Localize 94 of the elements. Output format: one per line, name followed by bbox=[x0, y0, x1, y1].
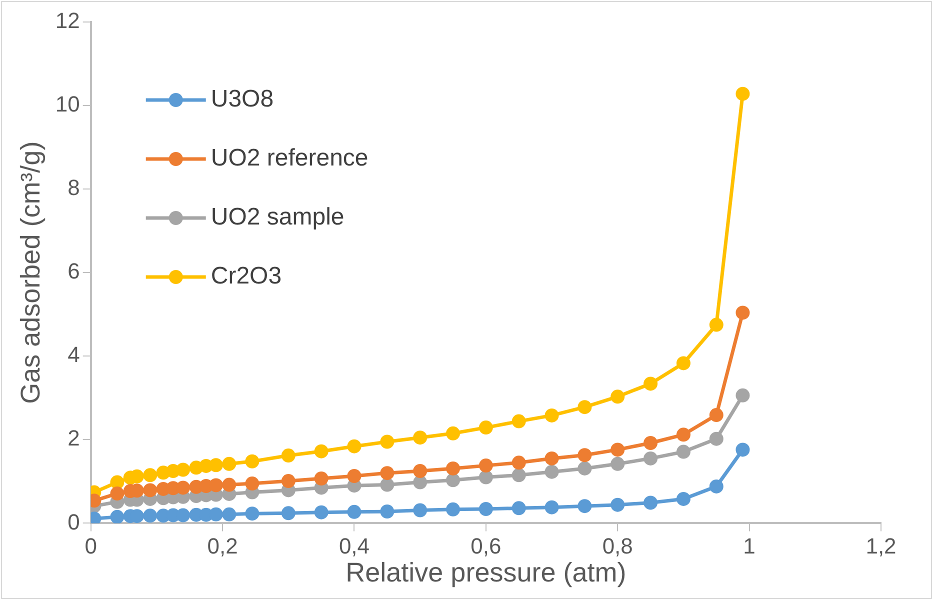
y-axis-title: Gas adsorbed (cm³/g) bbox=[16, 141, 46, 404]
point bbox=[676, 356, 690, 370]
point bbox=[610, 390, 625, 404]
point bbox=[578, 448, 592, 462]
y-tick-label: 8 bbox=[68, 175, 80, 200]
point bbox=[736, 388, 750, 402]
point bbox=[644, 436, 658, 450]
point bbox=[176, 508, 190, 522]
point bbox=[676, 428, 690, 442]
x-tick-label: 1 bbox=[743, 533, 756, 558]
point bbox=[644, 376, 658, 391]
x-tick-label: 0,4 bbox=[338, 533, 370, 558]
x-tick-label: 0,6 bbox=[470, 533, 502, 558]
point bbox=[478, 420, 493, 435]
point bbox=[544, 451, 559, 466]
x-tick-label: 0,2 bbox=[207, 533, 238, 558]
point bbox=[644, 451, 658, 466]
point bbox=[413, 464, 428, 478]
point bbox=[222, 456, 236, 471]
point bbox=[208, 507, 223, 522]
point bbox=[380, 478, 394, 492]
point bbox=[709, 318, 724, 332]
point bbox=[413, 475, 428, 490]
point bbox=[709, 408, 724, 422]
point bbox=[208, 478, 223, 492]
point bbox=[644, 496, 658, 510]
y-tick-label: 6 bbox=[68, 258, 80, 284]
point bbox=[281, 448, 296, 463]
y-tick-label: 2 bbox=[68, 426, 80, 451]
point bbox=[245, 476, 260, 491]
point bbox=[478, 458, 493, 473]
point bbox=[413, 430, 428, 445]
point bbox=[380, 504, 394, 519]
point bbox=[578, 461, 592, 476]
point bbox=[446, 502, 460, 516]
x-axis-title: Relative pressure (atm) bbox=[346, 557, 626, 588]
legend-label: UO2 sample bbox=[210, 204, 344, 231]
point bbox=[512, 501, 526, 516]
point bbox=[347, 439, 362, 454]
y-tick-label: 12 bbox=[55, 8, 80, 34]
point bbox=[314, 472, 328, 486]
point bbox=[314, 444, 328, 458]
point bbox=[478, 502, 493, 516]
point bbox=[676, 492, 690, 506]
point bbox=[446, 461, 460, 476]
point bbox=[176, 462, 190, 477]
point bbox=[143, 468, 158, 482]
point bbox=[347, 504, 362, 519]
point bbox=[245, 506, 260, 521]
point bbox=[578, 400, 592, 414]
point bbox=[380, 466, 394, 480]
point bbox=[512, 456, 526, 470]
point bbox=[446, 426, 460, 440]
point bbox=[347, 469, 362, 484]
x-tick-label: 0 bbox=[84, 533, 97, 558]
point bbox=[281, 506, 296, 520]
legend-label: Cr2O3 bbox=[210, 262, 282, 290]
point bbox=[245, 454, 260, 468]
point bbox=[222, 507, 236, 522]
point bbox=[380, 434, 394, 449]
point bbox=[446, 473, 460, 488]
legend-label: U3O8 bbox=[210, 86, 274, 113]
point bbox=[736, 442, 750, 457]
point bbox=[110, 486, 124, 501]
point bbox=[413, 503, 428, 518]
point bbox=[736, 86, 750, 101]
point bbox=[143, 483, 158, 498]
y-tick-label: 10 bbox=[55, 92, 80, 117]
point bbox=[512, 468, 526, 482]
point bbox=[676, 444, 690, 459]
point bbox=[709, 432, 724, 446]
point bbox=[544, 408, 559, 422]
x-tick-label: 1,2 bbox=[866, 533, 896, 558]
point bbox=[478, 470, 493, 484]
point bbox=[544, 464, 559, 479]
point bbox=[709, 479, 724, 494]
point bbox=[610, 442, 625, 457]
point bbox=[222, 478, 236, 492]
point bbox=[143, 508, 158, 523]
point bbox=[544, 500, 559, 514]
y-tick-label: 0 bbox=[68, 509, 80, 534]
point bbox=[512, 414, 526, 428]
point bbox=[314, 505, 328, 520]
point bbox=[610, 456, 625, 471]
point bbox=[281, 474, 296, 488]
y-tick-label: 4 bbox=[68, 342, 80, 368]
point bbox=[610, 498, 625, 512]
x-tick-label: 0,8 bbox=[602, 533, 633, 558]
legend-label: UO2 reference bbox=[210, 144, 368, 172]
point bbox=[110, 510, 124, 524]
point bbox=[578, 499, 592, 514]
point bbox=[176, 480, 190, 495]
point bbox=[208, 458, 223, 472]
point bbox=[736, 306, 750, 320]
